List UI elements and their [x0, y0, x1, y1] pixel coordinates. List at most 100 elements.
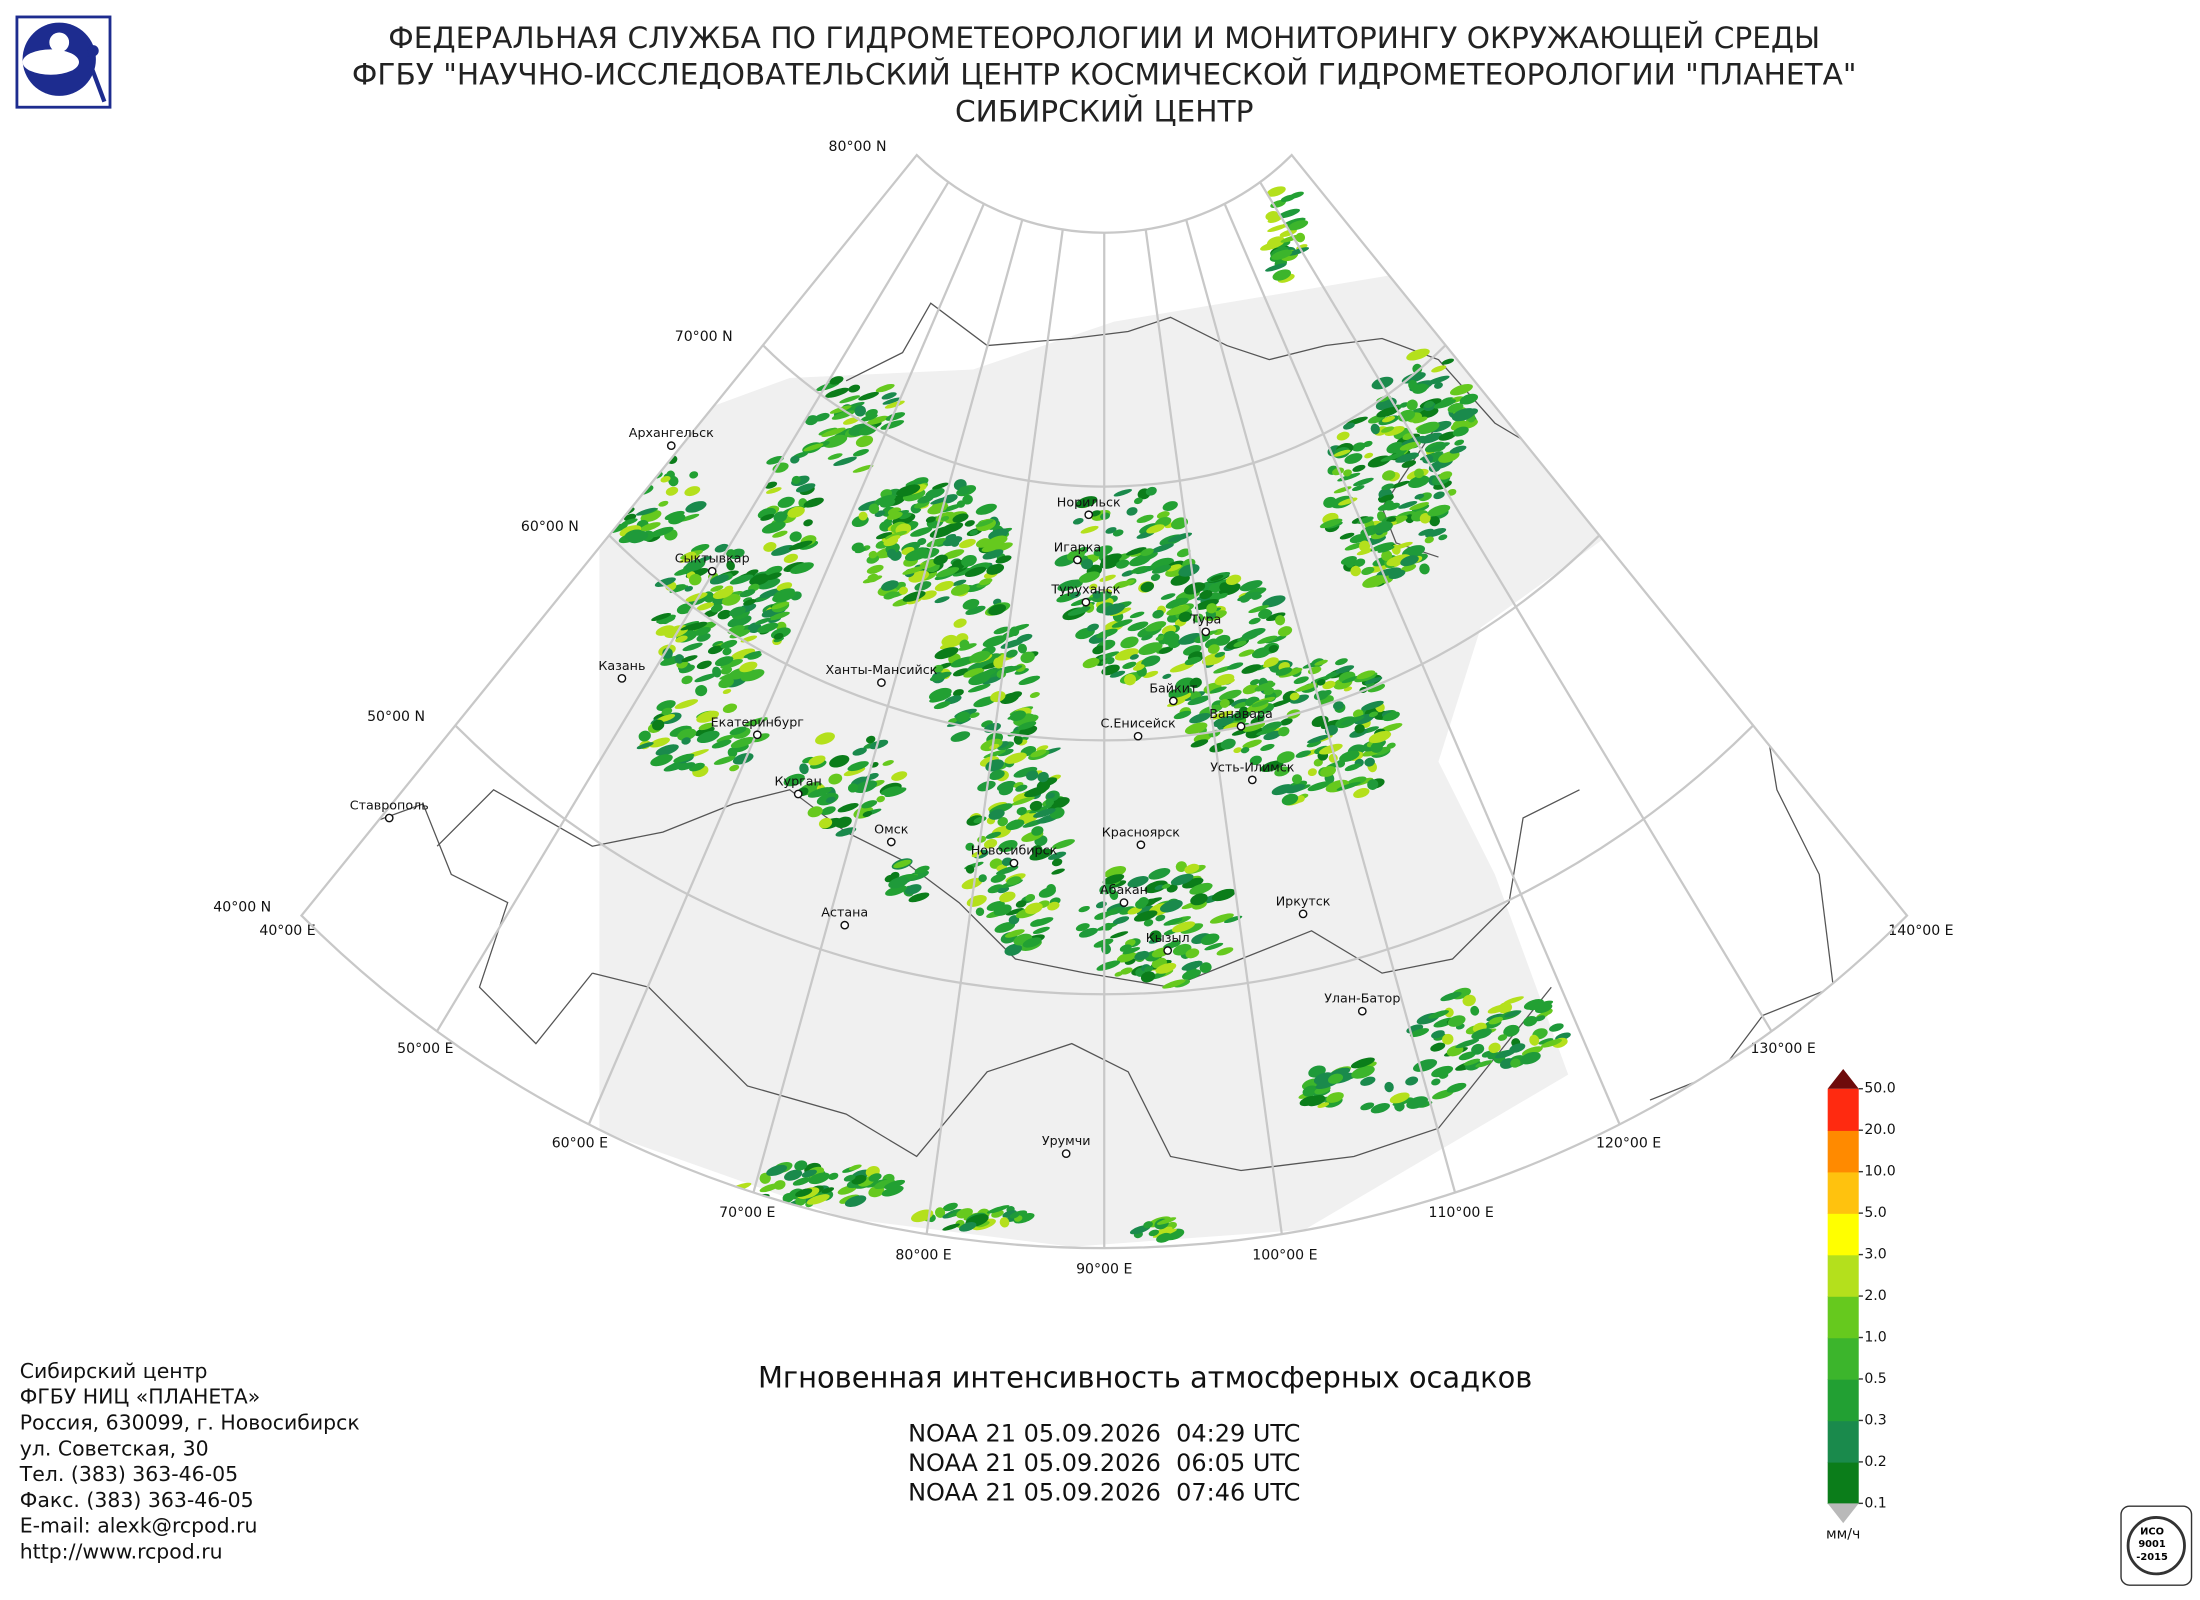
precip-cell — [886, 511, 903, 520]
precip-cell — [1162, 501, 1178, 511]
precip-cell — [1285, 784, 1306, 794]
precip-cell — [964, 520, 975, 527]
precip-cell — [1150, 573, 1161, 581]
precip-cell — [768, 611, 790, 621]
city-label: Ханты-Мансийск — [825, 662, 937, 677]
precip-cell — [1004, 752, 1027, 764]
precip-cell — [958, 486, 970, 495]
precip-cell — [1170, 873, 1194, 886]
precip-cell — [1449, 384, 1473, 396]
precip-cell — [631, 450, 646, 458]
precip-cell — [852, 747, 867, 756]
precip-cell — [806, 1194, 830, 1205]
precip-cell — [837, 803, 859, 813]
precip-cell — [1036, 745, 1049, 752]
precip-cell — [1173, 710, 1192, 720]
precip-cell — [1281, 793, 1299, 806]
precip-cell — [635, 507, 657, 516]
precip-cell — [1033, 808, 1056, 818]
precip-cell — [1271, 784, 1294, 796]
colorbar-segment — [1827, 1337, 1859, 1380]
precip-cell — [649, 737, 670, 748]
precip-cell — [1497, 1034, 1508, 1041]
precip-cell — [1052, 839, 1075, 849]
precip-cell — [1433, 491, 1445, 500]
precip-cell — [1340, 556, 1357, 565]
precip-cell — [1299, 1095, 1319, 1107]
precip-cell — [1140, 581, 1154, 593]
precip-cell — [1286, 247, 1310, 256]
precip-cell — [891, 771, 908, 781]
city-marker — [1133, 731, 1143, 741]
precip-cell — [1209, 686, 1227, 694]
precip-cell — [673, 753, 695, 763]
precip-cell — [747, 652, 762, 660]
precip-cell — [1152, 609, 1164, 619]
precip-cell — [610, 457, 622, 464]
precip-cell — [1356, 670, 1376, 680]
precip-cell — [743, 650, 762, 659]
footer-line: Тел. (383) 363-46-05 — [19, 1462, 238, 1486]
precip-cell — [1122, 661, 1137, 670]
city-label: Улан-Батор — [1324, 991, 1400, 1006]
precip-cell — [592, 486, 608, 498]
precip-cell — [1399, 441, 1421, 451]
precip-cell — [1314, 659, 1328, 666]
precip-cell — [968, 672, 991, 686]
precip-cell — [1335, 665, 1355, 674]
precip-cell — [1025, 893, 1036, 902]
precip-cell — [1332, 701, 1344, 710]
precip-cell — [1424, 536, 1434, 544]
precip-cell — [1540, 1039, 1562, 1048]
precip-cell — [681, 655, 698, 663]
precip-cell — [1272, 269, 1292, 281]
precip-cell — [1289, 692, 1300, 701]
precip-cell — [1006, 876, 1022, 886]
precip-cell — [969, 712, 980, 718]
precip-cell — [1488, 1042, 1501, 1054]
precip-cell — [896, 484, 921, 497]
precip-cell — [964, 566, 987, 577]
precip-cell — [827, 453, 843, 460]
precip-cell — [1370, 423, 1380, 435]
precip-cell — [1009, 1212, 1020, 1219]
precip-cell — [1013, 734, 1023, 745]
precip-cell — [1231, 698, 1249, 707]
precip-cell — [759, 588, 783, 599]
precip-cell — [1029, 848, 1053, 861]
precip-cell — [1227, 662, 1244, 670]
precip-cell — [765, 572, 782, 581]
precip-cell — [1471, 1043, 1485, 1055]
precip-cell — [660, 475, 671, 483]
precip-cell — [815, 732, 835, 745]
colorbar-label: 0.5 — [1864, 1371, 1886, 1387]
precip-cell — [932, 482, 949, 490]
precip-cell — [1092, 590, 1101, 599]
colorbar-label: 10.0 — [1864, 1164, 1895, 1180]
precip-cell — [652, 719, 665, 731]
precip-cell — [1178, 563, 1200, 577]
colorbar-label: 20.0 — [1864, 1122, 1895, 1138]
precip-cell — [1442, 1033, 1454, 1045]
colorbar-label: 1.0 — [1864, 1330, 1886, 1346]
precip-cell — [1320, 765, 1336, 777]
precip-cell — [645, 467, 657, 474]
precip-cell — [1090, 510, 1101, 517]
precip-cell — [1370, 1103, 1390, 1114]
precip-cell — [1129, 554, 1151, 567]
city-marker — [1247, 775, 1257, 785]
colorbar-unit: мм/ч — [1826, 1526, 1860, 1542]
precip-cell — [986, 563, 1005, 575]
badge-text: ИСО — [2140, 1526, 2164, 1537]
precip-cell — [1349, 534, 1366, 544]
footer-line: ул. Советская, 30 — [20, 1436, 209, 1460]
precip-cell — [1168, 687, 1192, 699]
precip-cell — [1182, 969, 1202, 980]
precip-cell — [880, 420, 905, 430]
precip-cell — [1363, 440, 1373, 448]
precip-cell — [1384, 500, 1394, 509]
precip-cell — [1037, 771, 1049, 783]
city-marker — [1009, 858, 1019, 868]
precip-cell — [771, 601, 790, 610]
city-label: Сыктывкар — [675, 551, 750, 566]
